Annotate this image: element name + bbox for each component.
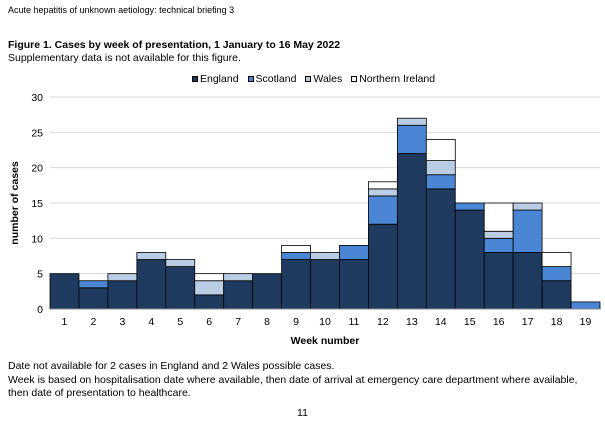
y-tick-label: 10 — [31, 233, 43, 245]
bar-segment-scotland — [425, 174, 456, 190]
x-tick-label: 4 — [148, 316, 154, 328]
bar-segment-england — [368, 223, 398, 310]
bar-segment-northern-ireland — [281, 244, 311, 253]
bar-segment-scotland — [339, 244, 369, 260]
x-tick-label: 16 — [493, 316, 505, 328]
bar-segment-scotland — [78, 280, 109, 289]
y-tick-label: 0 — [37, 304, 43, 316]
legend-item-england: England — [192, 73, 239, 85]
bar-segment-england — [483, 252, 514, 310]
bar-segment-england — [223, 280, 254, 310]
x-tick-label: 3 — [119, 316, 125, 328]
figure-title: Figure 1. Cases by week of presentation,… — [8, 39, 341, 51]
bar-segment-scotland — [281, 252, 311, 260]
legend-label: Scotland — [255, 73, 297, 85]
bar-segment-scotland — [396, 124, 427, 154]
bar-segment-england — [310, 259, 340, 310]
bar-segment-wales — [194, 280, 225, 296]
x-tick-label: 14 — [435, 316, 447, 328]
y-axis-title: number of cases — [9, 161, 21, 245]
bar-segment-wales — [107, 273, 138, 282]
bar-segment-wales — [136, 252, 167, 260]
bar-segment-england — [165, 266, 196, 310]
bar-segment-scotland — [541, 266, 572, 282]
x-tick-label: 5 — [177, 316, 183, 328]
bar-segment-northern-ireland — [483, 202, 514, 232]
y-tick-label: 30 — [31, 92, 43, 104]
y-tick-label: 5 — [37, 269, 43, 281]
x-axis-title: Week number — [291, 335, 360, 347]
bar-segment-england — [136, 259, 167, 310]
x-tick-label: 12 — [377, 316, 389, 328]
bar-segment-england — [339, 259, 369, 310]
bar-segment-wales — [310, 252, 340, 260]
bar-segment-england — [512, 252, 543, 310]
bar-segment-northern-ireland — [541, 252, 572, 267]
bar-segment-scotland — [570, 301, 601, 310]
legend-item-wales: Wales — [305, 73, 342, 85]
bar-segment-wales — [483, 230, 514, 239]
x-tick-label: 1 — [62, 316, 68, 328]
legend-swatch — [192, 76, 198, 82]
bar-segment-england — [425, 188, 456, 310]
legend-item-northern-ireland: Northern Ireland — [351, 73, 435, 85]
y-tick-label: 25 — [31, 127, 43, 139]
bar-segment-england — [252, 273, 282, 310]
bar-segment-england — [78, 287, 109, 310]
figure-subtitle: Supplementary data is not available for … — [8, 52, 241, 64]
note-week-definition: Week is based on hospitalisation date wh… — [8, 374, 578, 399]
x-tick-label: 8 — [264, 316, 270, 328]
x-tick-label: 15 — [464, 316, 476, 328]
x-tick-label: 7 — [235, 316, 241, 328]
bar-segment-scotland — [368, 195, 398, 225]
bar-segment-wales — [368, 188, 398, 197]
bar-segment-wales — [165, 259, 196, 267]
legend-label: Wales — [313, 73, 343, 85]
bar-segment-wales — [223, 273, 254, 282]
bar-segment-scotland — [483, 237, 514, 253]
bar-segment-wales — [512, 202, 543, 211]
bar-segment-england — [396, 153, 427, 310]
x-tick-label: 13 — [406, 316, 418, 328]
bar-segment-scotland — [454, 202, 485, 211]
x-tick-label: 9 — [293, 316, 299, 328]
bar-segment-northern-ireland — [368, 181, 398, 190]
bar-segment-england — [454, 209, 485, 310]
x-tick-label: 11 — [348, 316, 359, 328]
x-tick-label: 18 — [551, 316, 563, 328]
y-tick-label: 20 — [31, 163, 43, 175]
bar-segment-england — [541, 280, 572, 310]
x-tick-label: 10 — [319, 316, 331, 328]
note-missing-dates: Date not available for 2 cases in Englan… — [8, 360, 335, 372]
x-tick-label: 19 — [580, 316, 592, 328]
legend-swatch — [351, 76, 358, 82]
document-header: Acute hepatitis of unknown aetiology: te… — [8, 5, 235, 15]
x-tick-label: 2 — [90, 316, 96, 328]
bar-segment-england — [49, 273, 80, 310]
bar-segment-england — [107, 280, 138, 310]
bar-segment-wales — [425, 160, 456, 176]
x-tick-label: 17 — [522, 316, 534, 328]
bar-segment-wales — [396, 117, 427, 126]
legend-label: Northern Ireland — [359, 73, 436, 85]
legend-swatch — [305, 76, 312, 82]
chart-legend: England Scotland Wales Northern Ireland — [192, 73, 444, 85]
legend-label: England — [200, 73, 239, 85]
legend-swatch — [247, 76, 254, 82]
x-tick-label: 6 — [206, 316, 212, 328]
bar-segment-northern-ireland — [425, 138, 456, 161]
bar-segment-northern-ireland — [194, 273, 225, 282]
bar-segment-scotland — [512, 209, 543, 253]
bar-segment-england — [281, 259, 311, 310]
legend-item-scotland: Scotland — [247, 73, 297, 85]
bar-segment-england — [194, 294, 225, 310]
y-tick-label: 15 — [31, 198, 43, 210]
page-number: 11 — [297, 407, 308, 419]
